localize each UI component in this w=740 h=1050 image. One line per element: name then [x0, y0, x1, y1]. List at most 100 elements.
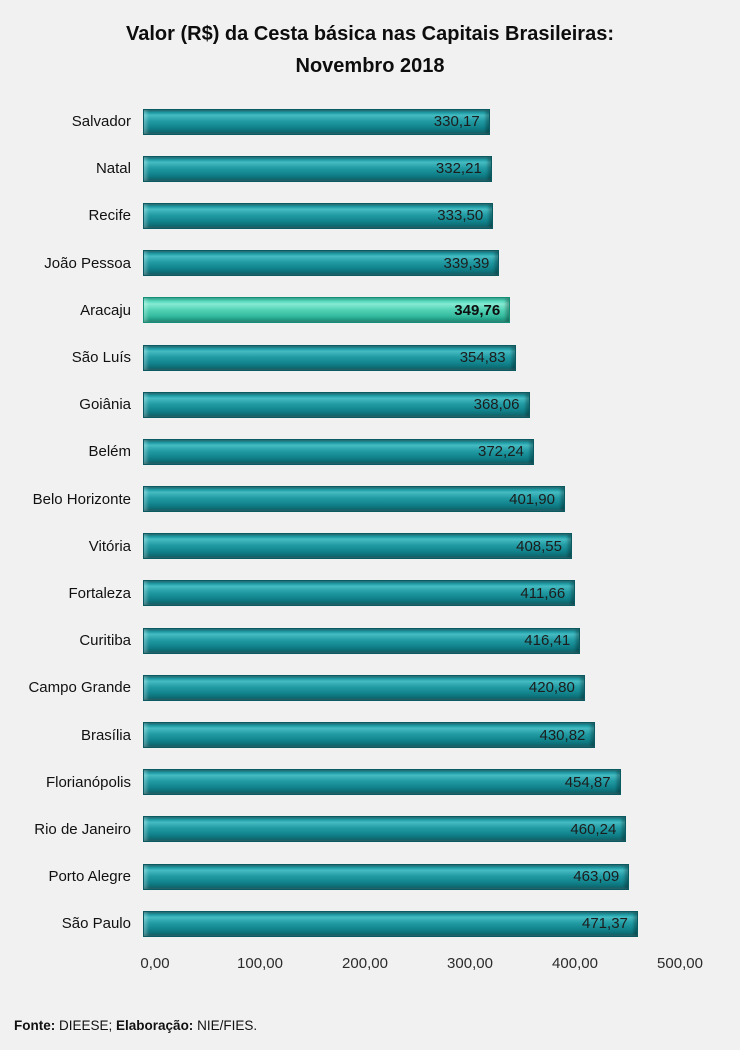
bar-value-label: 420,80	[528, 679, 575, 697]
bar: 411,66	[143, 580, 576, 607]
bar: 339,39	[143, 250, 500, 277]
chart-title-line1: Valor (R$) da Cesta básica nas Capitais …	[126, 23, 614, 45]
bar-track: 349,76	[143, 297, 740, 324]
category-label: João Pessoa	[44, 254, 131, 272]
bar-track: 408,55	[143, 533, 740, 560]
fonte-label: Fonte:	[14, 1018, 56, 1033]
bar: 430,82	[143, 722, 596, 749]
category-label: Curitiba	[79, 632, 131, 650]
bar-value-label: 332,21	[435, 160, 482, 178]
bar-row: Vitória 408,55	[0, 523, 740, 570]
bar-row: Goiânia 368,06	[0, 381, 740, 428]
bar: 354,83	[143, 344, 516, 371]
category-label: Belo Horizonte	[32, 490, 131, 508]
source-note: Fonte: DIEESE; Elaboração: NIE/FIES.	[14, 1018, 257, 1033]
bar-row: João Pessoa 339,39	[0, 240, 740, 287]
bar-track: 463,09	[143, 863, 740, 890]
category-label: Belém	[88, 443, 131, 461]
bar-value-label: 349,76	[454, 301, 501, 319]
bar-value-label: 401,90	[509, 490, 555, 508]
bar-track: 430,82	[143, 722, 740, 749]
bar: 333,50	[143, 202, 494, 229]
category-label: Fortaleza	[68, 584, 131, 602]
bar: 330,17	[143, 108, 490, 135]
bar-value-label: 463,09	[573, 868, 620, 886]
bar-row: Salvador 330,17	[0, 98, 740, 145]
bar-value-label: 330,17	[433, 113, 480, 131]
elaboracao-label: Elaboração:	[116, 1018, 194, 1033]
bar-rows: Salvador 330,17 Natal 332,21 Recife 333,50 Joã…	[0, 98, 740, 947]
bar-value-label: 430,82	[539, 726, 586, 744]
bar-track: 354,83	[143, 344, 740, 371]
bar-value-label: 372,24	[478, 443, 524, 461]
category-label: Campo Grande	[28, 679, 131, 697]
bar-value-label: 454,87	[564, 773, 611, 791]
chart-title-line2: Novembro 2018	[295, 55, 445, 77]
category-label: Salvador	[71, 113, 131, 131]
bar-row: São Luís 354,83	[0, 334, 740, 381]
bar-track: 333,50	[143, 202, 740, 229]
bar-row: Recife 333,50	[0, 192, 740, 239]
category-label: Goiânia	[79, 396, 131, 414]
bar: 408,55	[143, 533, 572, 560]
category-label: São Paulo	[61, 915, 131, 933]
bar-track: 471,37	[143, 910, 740, 937]
bar-row: Rio de Janeiro 460,24	[0, 806, 740, 853]
bar: 454,87	[143, 769, 621, 796]
chart-title: Valor (R$) da Cesta básica nas Capitais …	[0, 0, 740, 82]
category-label: Natal	[95, 160, 131, 178]
bar-row: Aracaju 349,76	[0, 287, 740, 334]
bar: 463,09	[143, 863, 630, 890]
x-axis-tick-label: 500,00	[657, 955, 703, 972]
bar-row: Brasília 430,82	[0, 711, 740, 758]
bar-value-label: 408,55	[516, 537, 562, 555]
bar-row: Florianópolis 454,87	[0, 759, 740, 806]
bar: 372,24	[143, 438, 534, 465]
bar-row: Natal 332,21	[0, 145, 740, 192]
bar-track: 332,21	[143, 155, 740, 182]
bar-value-label: 471,37	[582, 915, 628, 933]
x-axis-tick-label: 100,00	[237, 955, 283, 972]
bar-row: Campo Grande 420,80	[0, 664, 740, 711]
bar-track: 420,80	[143, 674, 740, 701]
bar: 368,06	[143, 391, 530, 418]
bar-highlighted: 349,76	[143, 297, 511, 324]
x-axis: 0,00 100,00 200,00 300,00 400,00 500,00	[0, 955, 740, 979]
bar-track: 454,87	[143, 769, 740, 796]
bar-track: 416,41	[143, 627, 740, 654]
category-label: Florianópolis	[45, 773, 131, 791]
bar-track: 368,06	[143, 391, 740, 418]
category-label: Brasília	[80, 726, 131, 744]
bar-row: Curitiba 416,41	[0, 617, 740, 664]
x-axis-tick-label: 0,00	[140, 955, 170, 972]
bar: 471,37	[143, 910, 638, 937]
bar-row: São Paulo 471,37	[0, 900, 740, 947]
category-label: Porto Alegre	[48, 868, 131, 886]
bar-value-label: 354,83	[459, 349, 506, 367]
bar: 420,80	[143, 674, 585, 701]
bar-row: Porto Alegre 463,09	[0, 853, 740, 900]
bar-track: 330,17	[143, 108, 740, 135]
bar-value-label: 368,06	[473, 396, 520, 414]
bar-track: 411,66	[143, 580, 740, 607]
x-axis-tick-label: 400,00	[552, 955, 598, 972]
bar-value-label: 460,24	[570, 820, 617, 838]
bar: 416,41	[143, 627, 581, 654]
category-label: Rio de Janeiro	[34, 820, 131, 838]
x-axis-tick-label: 200,00	[342, 955, 388, 972]
bar-value-label: 339,39	[443, 254, 490, 272]
bar-track: 401,90	[143, 486, 740, 513]
bar-track: 372,24	[143, 438, 740, 465]
bar-value-label: 411,66	[520, 584, 566, 602]
bar: 401,90	[143, 486, 565, 513]
fonte-value: DIEESE;	[55, 1018, 117, 1033]
category-label: São Luís	[71, 349, 131, 367]
bar-row: Belo Horizonte 401,90	[0, 476, 740, 523]
category-label: Aracaju	[80, 301, 131, 319]
bar-row: Belém 372,24	[0, 428, 740, 475]
bar-value-label: 333,50	[437, 207, 484, 225]
bar: 460,24	[143, 816, 627, 843]
bar: 332,21	[143, 155, 492, 182]
x-axis-tick-label: 300,00	[447, 955, 493, 972]
